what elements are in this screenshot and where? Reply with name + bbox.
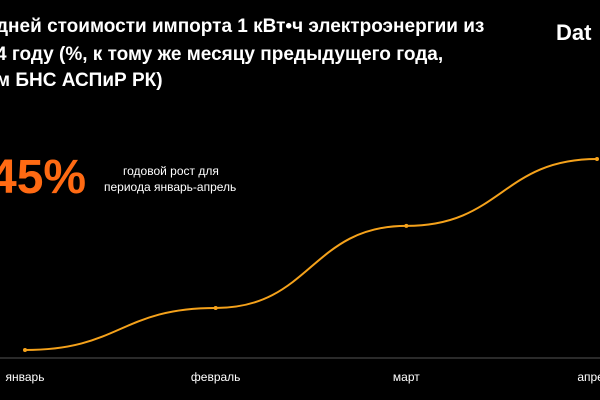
- highlight-value: 45%: [0, 151, 87, 204]
- x-tick-label: январь: [6, 370, 45, 384]
- x-tick-label: апрель: [577, 370, 600, 384]
- x-tick-labels: январь февраль март апрель: [6, 370, 600, 384]
- x-tick-label: февраль: [191, 370, 241, 384]
- data-point-3: [404, 223, 409, 228]
- data-point-1: [23, 348, 27, 352]
- series-line: [24, 158, 598, 351]
- chart-title-line-3: м БНС АСПиР РК): [0, 70, 163, 91]
- highlight-note-line-2: периода январь-апрель: [104, 180, 237, 194]
- chart-title-line-2: 4 году (%, к тому же месяцу предыдущего …: [0, 44, 444, 65]
- chart-title-line-1: дней стоимости импорта 1 кВт•ч электроэн…: [0, 16, 485, 37]
- highlight-note-line-1: годовой рост для: [123, 164, 219, 178]
- data-points: [23, 157, 599, 352]
- brand-logo-text: Dat: [556, 20, 592, 45]
- data-point-2: [213, 305, 218, 310]
- x-tick-label: март: [393, 370, 420, 384]
- data-point-4: [595, 157, 599, 161]
